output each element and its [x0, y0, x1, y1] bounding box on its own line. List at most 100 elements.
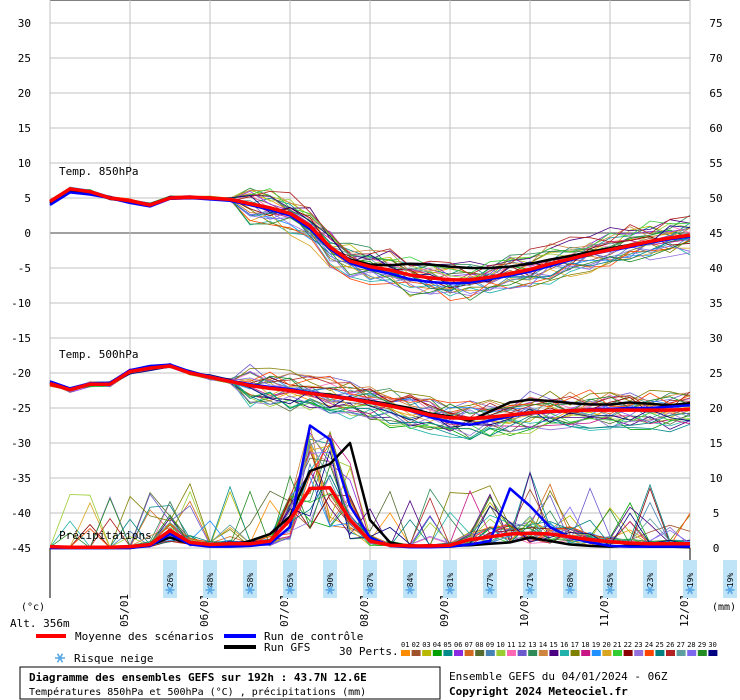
snow-risk-pct: 77%	[486, 573, 495, 588]
y-right-tick-label: 40	[709, 262, 722, 275]
snow-risk-marker: 68%	[563, 560, 577, 598]
snow-risk-strip: 26% 48% 58% 65% 90% 87% 84% 81% 77% 71% 68% 45% 23% 1…	[163, 560, 737, 598]
member-line-t500	[49, 366, 691, 428]
svg-text:16: 16	[560, 641, 568, 649]
pert-swatch: 03	[422, 641, 432, 656]
pert-swatch: 29	[697, 641, 707, 656]
x-tick-label: 07/01	[278, 594, 291, 627]
svg-text:26: 26	[666, 641, 674, 649]
svg-text:22: 22	[624, 641, 632, 649]
y-left-tick-label: 15	[18, 122, 31, 135]
snow-risk-pct: 23%	[646, 573, 655, 588]
snow-risk-marker: 19%	[723, 560, 737, 598]
y-left-tick-label: -30	[11, 437, 31, 450]
pert-swatch: 16	[560, 641, 569, 656]
snow-risk-marker: 23%	[643, 560, 657, 598]
svg-text:06: 06	[454, 641, 462, 649]
pert-swatch: 14	[538, 641, 548, 656]
y-right-tick-label: 70	[709, 52, 722, 65]
panel-label-precip: Précipitations	[59, 529, 152, 542]
pert-swatch: 06	[454, 641, 463, 656]
snow-risk-marker: 87%	[363, 560, 377, 598]
snow-risk-pct: 68%	[566, 573, 575, 588]
legend-control-label: Run de contrôle	[264, 630, 363, 643]
snow-risk-pct: 58%	[246, 573, 255, 588]
svg-text:03: 03	[422, 641, 430, 649]
svg-text:29: 29	[698, 641, 706, 649]
pert-swatch: 18	[581, 641, 591, 656]
y-left-tick-label: 25	[18, 52, 31, 65]
pert-swatch: 24	[644, 641, 654, 656]
pert-swatch: 19	[591, 641, 601, 656]
svg-text:02: 02	[412, 641, 420, 649]
snow-risk-pct: 65%	[286, 573, 295, 588]
x-tick-label: 09/01	[438, 594, 451, 627]
y-left-tick-label: 10	[18, 157, 31, 170]
snow-risk-pct: 26%	[166, 573, 175, 588]
pert-swatch: 15	[549, 641, 559, 656]
pert-swatch: 26	[666, 641, 675, 656]
svg-text:01: 01	[401, 641, 409, 649]
y-right-tick-label: 0	[713, 542, 720, 555]
snow-risk-marker: 65%	[283, 560, 297, 598]
svg-text:07: 07	[465, 641, 473, 649]
main-series	[49, 187, 691, 550]
snow-risk-marker: 90%	[323, 560, 337, 598]
svg-text:20: 20	[602, 641, 610, 649]
svg-text:25: 25	[655, 641, 663, 649]
y-right-tick-label: 5	[713, 507, 720, 520]
svg-text:10: 10	[496, 641, 504, 649]
snow-risk-pct: 19%	[686, 573, 695, 588]
legend-perts-label: 30 Perts.	[339, 645, 399, 658]
y-left-tick-label: 0	[24, 227, 31, 240]
x-tick-label: 10/01	[518, 594, 531, 627]
pert-swatch: 20	[602, 641, 612, 656]
pert-swatch: 13	[528, 641, 538, 656]
legend-gfs-label: Run GFS	[264, 641, 310, 654]
pert-swatch: 27	[676, 641, 686, 656]
pert-swatch: 30	[708, 641, 718, 656]
pert-swatch: 02	[411, 641, 421, 656]
svg-text:28: 28	[687, 641, 695, 649]
snow-risk-marker: 26%	[163, 560, 177, 598]
y-right-tick-label: 65	[709, 87, 722, 100]
snow-risk-marker: 19%	[683, 560, 697, 598]
chart-subtitle: Températures 850hPa et 500hPa (°C) , pré…	[29, 686, 366, 698]
pert-swatch: 08	[475, 641, 485, 656]
series-t850-mean	[49, 187, 691, 282]
pert-swatch: 12	[517, 641, 527, 656]
pert-swatch: 22	[623, 641, 633, 656]
snow-risk-marker: 84%	[403, 560, 417, 598]
ensemble-run-info: Ensemble GEFS du 04/01/2024 - 06Z	[449, 670, 668, 683]
pert-swatch: 10	[496, 641, 506, 656]
legend-snow-icon	[55, 653, 65, 663]
x-tick-label: 06/01	[198, 594, 211, 627]
y-left-tick-label: -20	[11, 367, 31, 380]
y-left-tick-label: 30	[18, 17, 31, 30]
legend-mean-label: Moyenne des scénarios	[75, 630, 214, 643]
svg-text:27: 27	[677, 641, 685, 649]
x-tick-label: 05/01	[118, 594, 131, 627]
series-t500-mean	[49, 364, 691, 421]
y-right-tick-label: 20	[709, 402, 722, 415]
y-left-tick-label: -5	[18, 262, 31, 275]
y-left-tick-label: -45	[11, 542, 31, 555]
pert-swatch: 09	[485, 641, 495, 656]
snow-risk-pct: 45%	[606, 573, 615, 588]
svg-text:23: 23	[634, 641, 642, 649]
y-right-tick-label: 50	[709, 192, 722, 205]
y-right-tick-label: 15	[709, 437, 722, 450]
svg-text:05: 05	[443, 641, 451, 649]
series-precip-mean	[49, 486, 690, 550]
y-right-tick-label: 10	[709, 472, 722, 485]
x-tick-label: 08/01	[358, 594, 371, 627]
snow-risk-pct: 87%	[366, 573, 375, 588]
pert-swatch: 28	[687, 641, 697, 656]
chart-title: Diagramme des ensembles GEFS sur 192h : …	[29, 671, 367, 684]
left-unit-label: (°c)	[21, 602, 45, 613]
y-left-tick-label: 5	[24, 192, 31, 205]
pert-swatch: 07	[464, 641, 474, 656]
snow-risk-pct: 90%	[326, 573, 335, 588]
panel-label-t850: Temp. 850hPa	[59, 165, 138, 178]
right-unit-label: (mm)	[712, 602, 736, 613]
